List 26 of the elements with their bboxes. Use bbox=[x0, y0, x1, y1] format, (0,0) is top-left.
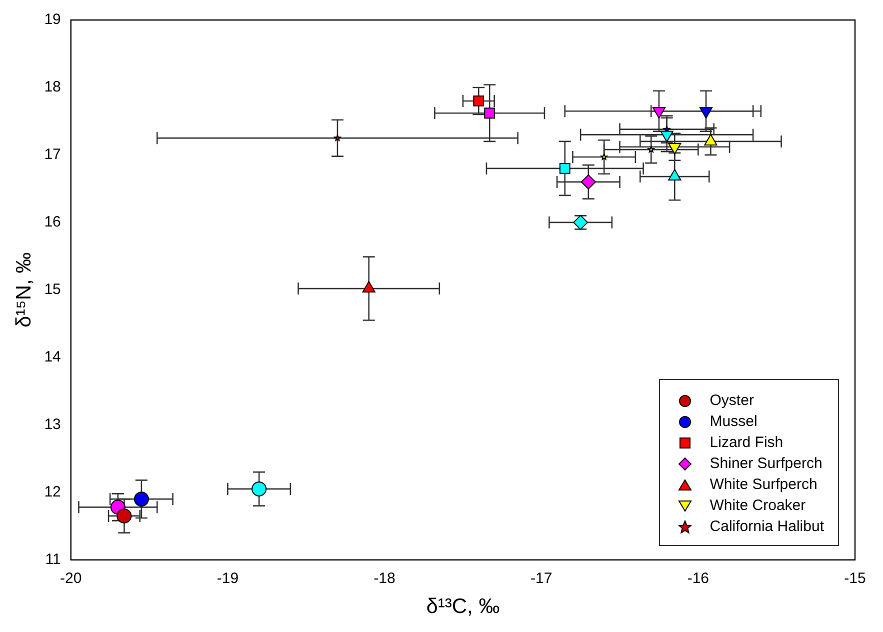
y-tick-label: 17 bbox=[44, 146, 61, 164]
x-tick-label: -20 bbox=[60, 570, 82, 587]
legend-label: White Surfperch bbox=[710, 475, 818, 495]
y-tick-label: 16 bbox=[44, 214, 61, 231]
legend-label: Mussel bbox=[710, 412, 758, 432]
point bbox=[116, 508, 132, 524]
x-tick-label: -19 bbox=[216, 570, 239, 587]
legend-label: White Croaker bbox=[710, 496, 806, 516]
legend-label: Lizard Fish bbox=[710, 433, 784, 453]
point bbox=[600, 153, 608, 160]
x-tick-label: -15 bbox=[844, 570, 866, 587]
x-axis-title: δ¹³C, ‰ bbox=[426, 595, 500, 618]
legend-label: Oyster bbox=[710, 391, 754, 411]
y-tick-label: 15 bbox=[44, 281, 61, 298]
y-tick-label: 14 bbox=[44, 348, 61, 366]
y-tick-label: 12 bbox=[44, 483, 61, 500]
y-tick-label: 11 bbox=[45, 550, 61, 568]
y-axis-title: δ¹⁵N, ‰ bbox=[12, 252, 36, 328]
y-tick-label: 19 bbox=[44, 11, 61, 28]
y-tick-label: 18 bbox=[44, 78, 61, 96]
y-tick-label: 13 bbox=[44, 416, 61, 433]
x-tick-label: -18 bbox=[374, 570, 396, 587]
legend-label: Shiner Surfperch bbox=[710, 454, 822, 474]
x-tick-label: -17 bbox=[530, 570, 552, 587]
legend-label: California Halibut bbox=[710, 517, 824, 537]
x-tick-label: -16 bbox=[687, 570, 710, 587]
